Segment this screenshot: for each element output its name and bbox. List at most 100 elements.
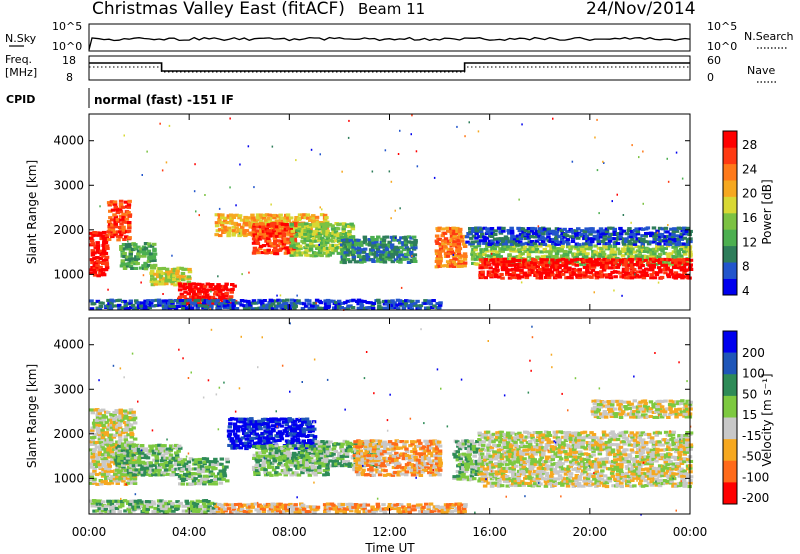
heatmap-cell <box>323 454 329 458</box>
heatmap-cell <box>122 247 128 251</box>
heatmap-cell <box>139 301 145 305</box>
heatmap-cell <box>480 272 485 276</box>
heatmap-cell <box>168 461 173 465</box>
heatmap-cell <box>410 442 415 446</box>
heatmap-cell <box>412 449 418 453</box>
heatmap-cell <box>199 285 204 289</box>
heatmap-cell <box>297 216 302 220</box>
heatmap-cell <box>404 241 409 245</box>
heatmap-cell <box>110 469 115 473</box>
heatmap-cell <box>386 447 391 451</box>
heatmap-cell <box>325 440 330 444</box>
heatmap-cell <box>681 260 687 264</box>
heatmap-cell <box>100 509 106 513</box>
heatmap-cell <box>235 230 240 234</box>
heatmap-cell <box>112 200 118 204</box>
heatmap-cell <box>404 466 409 470</box>
heatmap-cell <box>651 255 657 259</box>
heatmap-cell <box>328 232 334 236</box>
heatmap-cell <box>109 448 114 452</box>
heatmap-cell <box>246 434 252 438</box>
heatmap-cell <box>654 232 659 236</box>
heatmap-speckle <box>394 236 397 239</box>
heatmap-cell <box>457 256 463 260</box>
heatmap-cell <box>363 238 368 242</box>
heatmap-cell <box>143 463 149 467</box>
heatmap-cell <box>679 232 684 236</box>
heatmap-cell <box>500 276 505 280</box>
heatmap-cell <box>252 467 257 471</box>
heatmap-cell <box>602 260 607 264</box>
heatmap-cell <box>106 499 111 503</box>
heatmap-cell <box>341 225 347 229</box>
heatmap-cell <box>194 282 199 286</box>
heatmap-cell <box>586 275 592 279</box>
heatmap-cell <box>95 249 101 253</box>
heatmap-cell <box>159 499 164 503</box>
heatmap-cell <box>97 409 103 413</box>
heatmap-cell <box>289 237 295 241</box>
heatmap-cell <box>428 439 434 443</box>
heatmap-cell <box>563 263 569 267</box>
heatmap-cell <box>160 271 166 275</box>
heatmap-cell <box>114 460 120 464</box>
heatmap-cell <box>289 244 294 248</box>
heatmap-cell <box>315 220 321 224</box>
heatmap-cell <box>629 235 634 239</box>
heatmap-cell <box>231 306 236 310</box>
heatmap-cell <box>360 458 365 462</box>
heatmap-cell <box>89 299 94 303</box>
heatmap-cell <box>141 249 147 253</box>
heatmap-cell <box>530 226 535 230</box>
heatmap-cell <box>316 454 322 458</box>
heatmap-cell <box>468 232 473 236</box>
heatmap-cell <box>203 304 209 308</box>
heatmap-cell <box>130 248 136 252</box>
heatmap-cell <box>325 251 331 255</box>
heatmap-cell <box>538 273 544 277</box>
heatmap-cell <box>305 470 311 474</box>
heatmap-cell <box>140 451 145 455</box>
heatmap-cell <box>222 474 228 478</box>
heatmap-cell <box>100 480 105 484</box>
heatmap-cell <box>575 257 580 261</box>
heatmap-cell <box>390 303 396 307</box>
heatmap-cell <box>307 430 313 434</box>
heatmap-cell <box>562 240 567 244</box>
heatmap-cell <box>318 221 324 225</box>
heatmap-cell <box>120 249 125 253</box>
heatmap-cell <box>676 263 682 267</box>
heatmap-cell <box>110 208 116 212</box>
heatmap-cell <box>185 302 190 306</box>
heatmap-cell <box>547 273 552 277</box>
heatmap-cell <box>502 260 508 264</box>
heatmap-cell <box>650 268 655 272</box>
heatmap-cell <box>170 304 175 308</box>
heatmap-speckle <box>198 214 200 217</box>
heatmap-cell <box>449 231 454 235</box>
heatmap-cell <box>108 438 114 442</box>
heatmap-cell <box>272 213 277 217</box>
heatmap-cell <box>370 303 376 307</box>
heatmap-cell <box>412 257 417 261</box>
heatmap-cell <box>517 248 522 252</box>
heatmap-cell <box>132 449 138 453</box>
heatmap-cell <box>101 273 107 277</box>
heatmap-cell <box>410 458 416 462</box>
heatmap-cell <box>165 506 170 510</box>
heatmap-cell <box>233 221 239 225</box>
heatmap-cell <box>250 307 256 311</box>
heatmap-cell <box>634 245 639 249</box>
heatmap-cell <box>637 245 642 249</box>
heatmap-cell <box>274 471 279 475</box>
heatmap-cell <box>325 450 330 454</box>
heatmap-cell <box>95 463 100 467</box>
heatmap-cell <box>454 242 459 246</box>
heatmap-cell <box>280 446 285 450</box>
heatmap-cell <box>482 235 487 239</box>
heatmap-cell <box>607 234 612 238</box>
heatmap-cell <box>532 266 538 270</box>
heatmap-cell <box>165 460 170 464</box>
heatmap-cell <box>115 479 121 483</box>
heatmap-cell <box>281 229 286 233</box>
